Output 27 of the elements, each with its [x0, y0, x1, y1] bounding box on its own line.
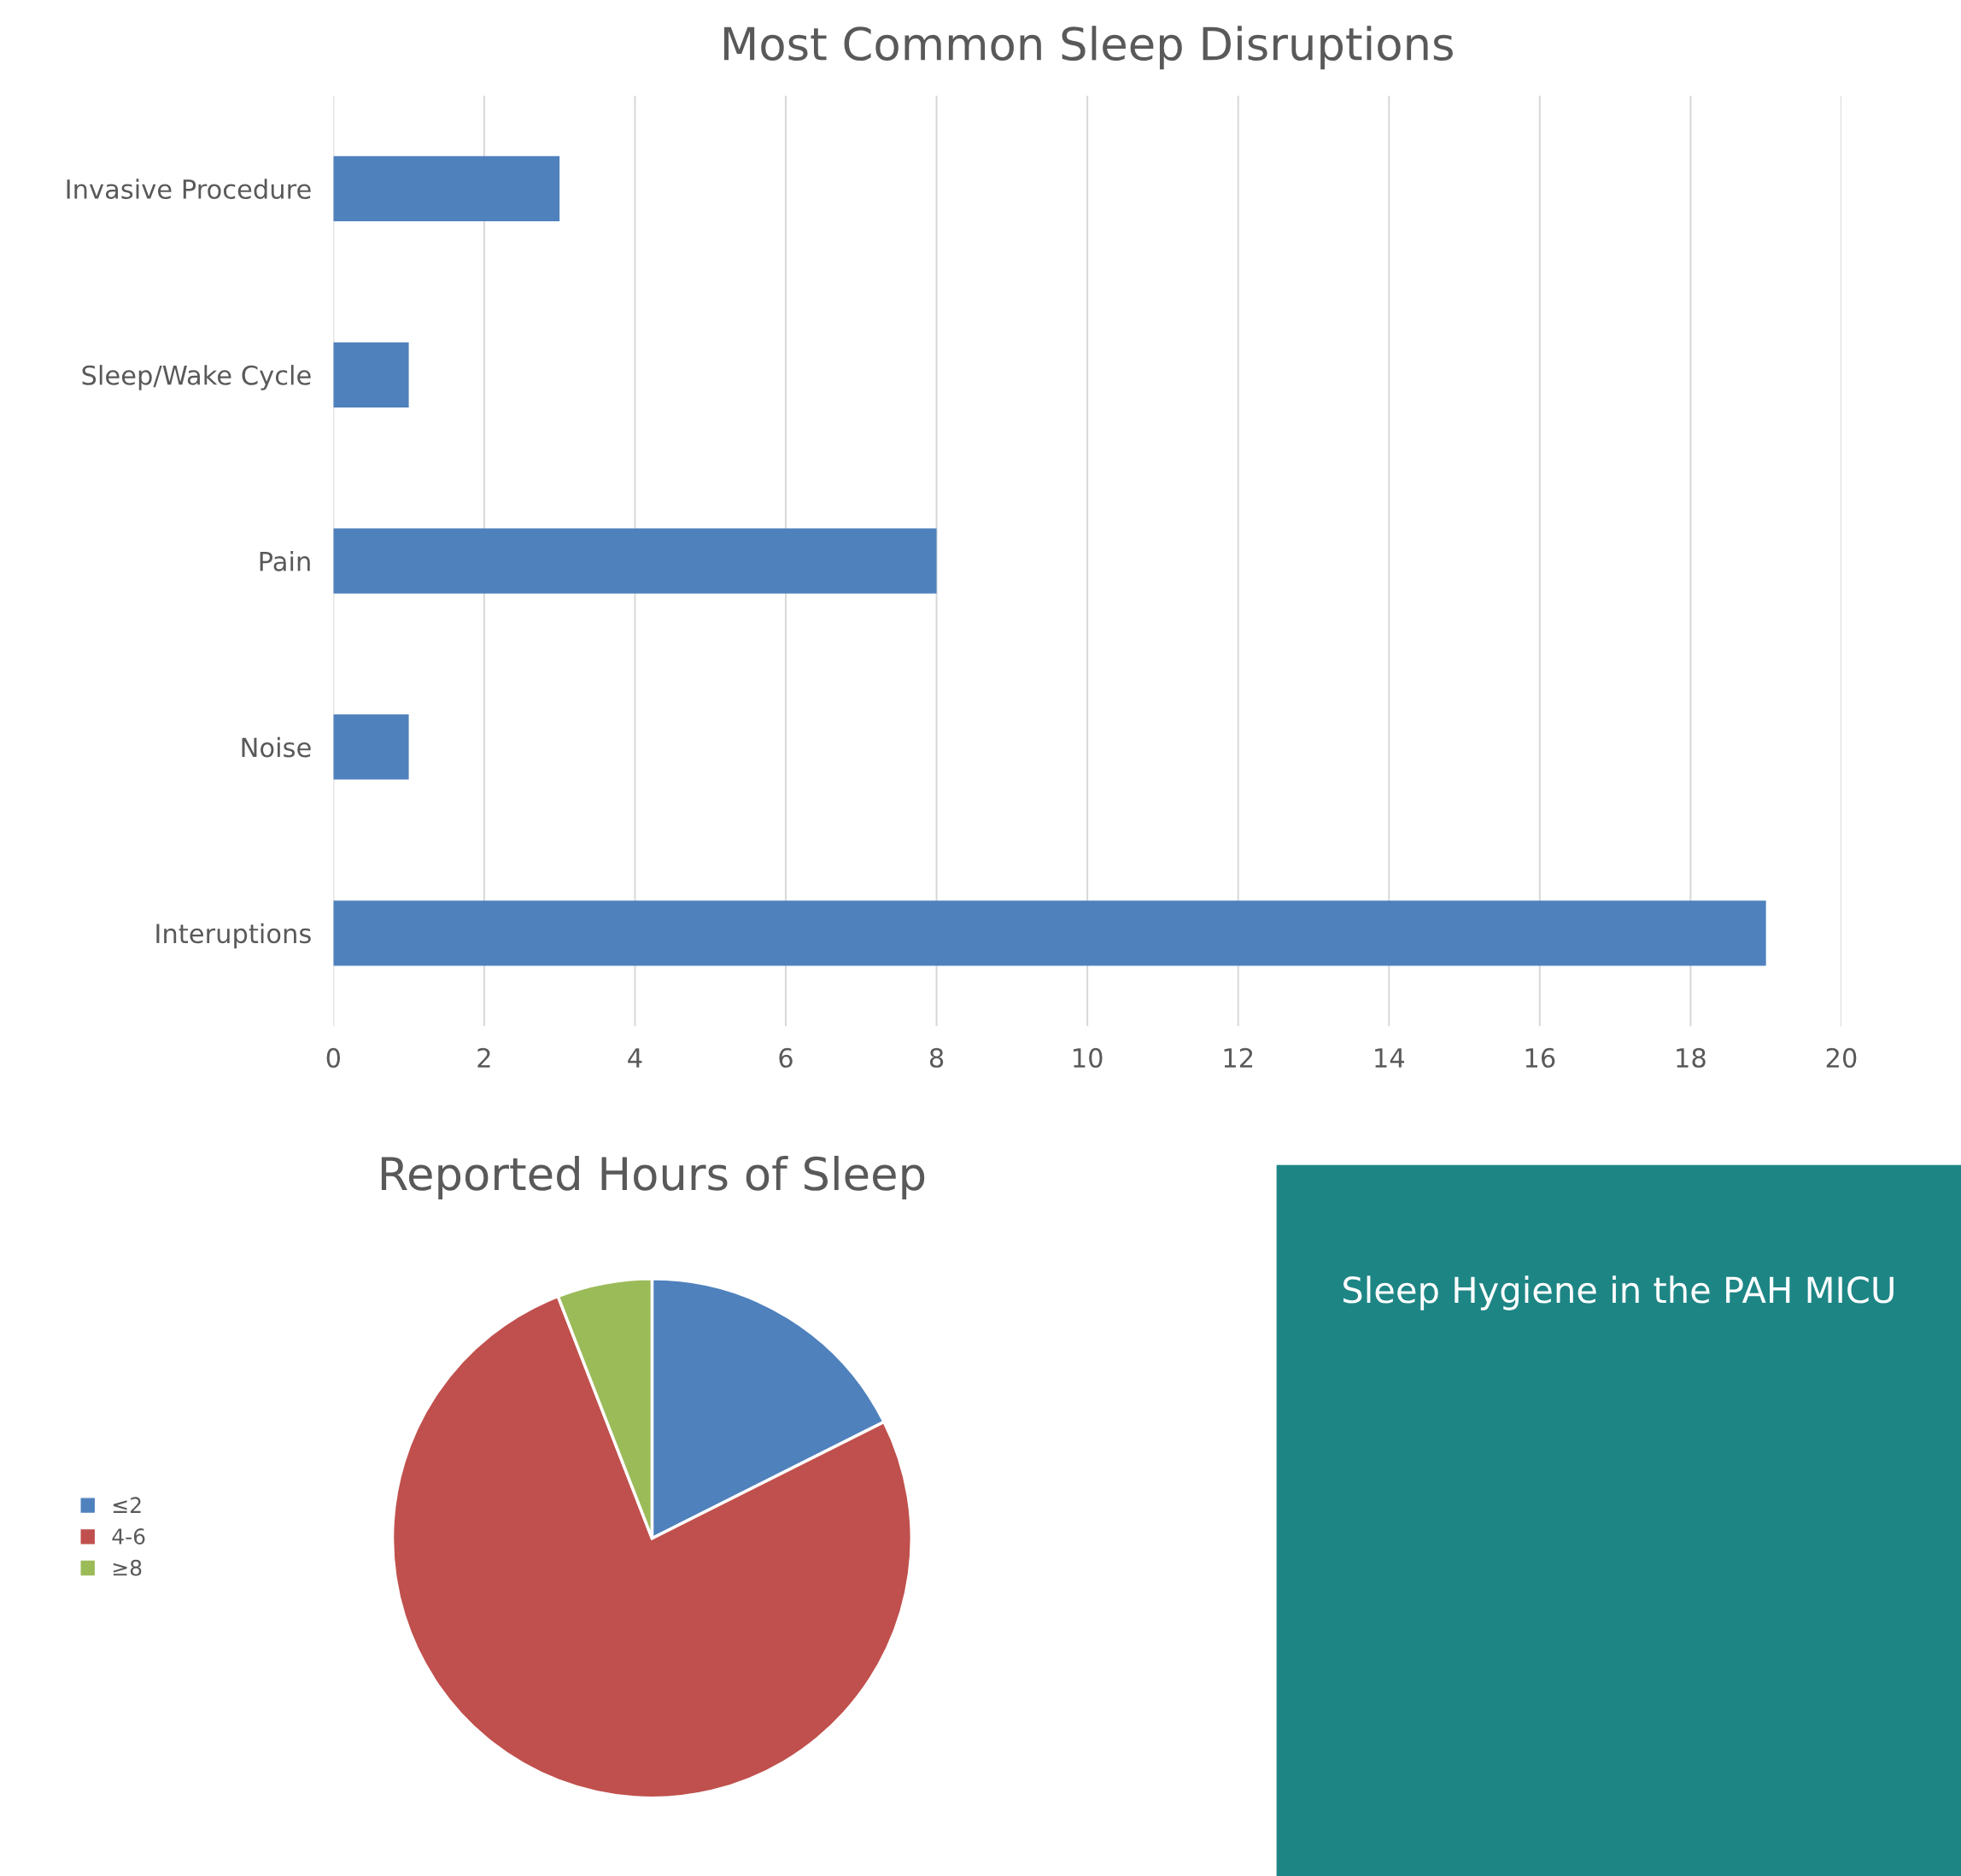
x-tick-label: 0 [326, 1047, 341, 1068]
legend-label: ≤2 [113, 1497, 141, 1513]
x-tick-label: 2 [477, 1047, 490, 1068]
bar [333, 155, 560, 222]
y-tick-label: Invasive Procedure [67, 179, 311, 199]
x-tick-label: 6 [779, 1047, 793, 1068]
text: Sleep Hygiene in the PAH MICU [1343, 1275, 1894, 1310]
x-tick-label: 8 [929, 1047, 944, 1068]
legend-label: ≥8 [113, 1559, 142, 1576]
bar [333, 528, 937, 594]
x-tick-label: 10 [1074, 1047, 1103, 1068]
x-tick-label: 20 [1826, 1047, 1857, 1068]
y-tick-label: Sleep/Wake Cycle [82, 365, 311, 390]
chart-title: Reported Hours of Sleep [381, 1155, 925, 1200]
x-tick-label: 16 [1525, 1047, 1555, 1068]
y-tick-label: Pain [260, 551, 310, 572]
x-tick-label: 18 [1677, 1047, 1706, 1068]
x-tick-label: 14 [1375, 1048, 1404, 1068]
chart-title: Most Common Sleep Disruptions [723, 26, 1453, 70]
x-tick-label: 4 [628, 1048, 642, 1068]
legend-label: 4-6 [112, 1528, 145, 1545]
y-tick-label: Interuptions [156, 923, 311, 949]
y-tick-label: Noise [242, 736, 311, 758]
x-tick-label: 12 [1224, 1047, 1253, 1068]
bar [333, 900, 1766, 966]
bar [333, 714, 409, 780]
bar [333, 342, 409, 407]
